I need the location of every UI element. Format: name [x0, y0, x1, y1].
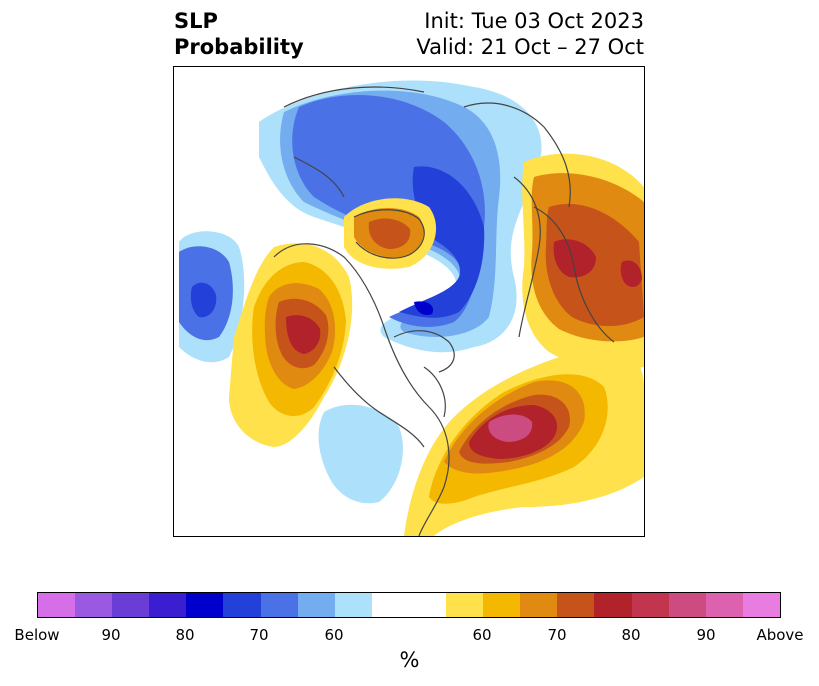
colorbar-swatch	[742, 593, 780, 617]
colorbar-swatch	[668, 593, 706, 617]
colorbar-swatch	[112, 593, 150, 617]
colorbar-swatch	[223, 593, 261, 617]
title-variable: SLP	[174, 9, 218, 33]
colorbar-swatch	[297, 593, 335, 617]
colorbar-tick-label: 60	[324, 626, 344, 644]
contour-above-red	[620, 260, 642, 287]
colorbar-swatch	[38, 593, 76, 617]
coastlines	[273, 86, 615, 536]
contour-above-deep	[545, 203, 644, 326]
colorbar-swatch	[149, 593, 187, 617]
colorbar-swatch	[260, 593, 298, 617]
colorbar-swatch	[371, 593, 447, 617]
colorbar-tick-label: 70	[547, 626, 567, 644]
contour-above-max	[488, 414, 533, 442]
colorbar-swatch	[483, 593, 521, 617]
colorbar-tick-label: 90	[101, 626, 121, 644]
colorbar-tick-label: Below	[14, 626, 60, 644]
colorbar-swatch	[75, 593, 113, 617]
above-normal-europe	[522, 153, 644, 369]
colorbar-swatch	[631, 593, 669, 617]
colorbar-tick-label: 90	[696, 626, 716, 644]
map-dates: Init: Tue 03 Oct 2023 Valid: 21 Oct – 27…	[416, 8, 644, 60]
contour-above-red	[553, 239, 596, 278]
colorbar-swatch	[334, 593, 372, 617]
contour-above-red	[286, 315, 321, 354]
probability-colorbar	[37, 592, 781, 618]
contour-below-max	[414, 301, 434, 315]
colorbar-swatch	[705, 593, 743, 617]
below-normal-us	[318, 404, 403, 504]
colorbar-swatch	[446, 593, 484, 617]
map-canvas	[179, 80, 644, 536]
map-title: SLP Probability	[174, 8, 304, 60]
colorbar-tick-label: 60	[472, 626, 492, 644]
colorbar-tick-label: 80	[621, 626, 641, 644]
valid-range: Valid: 21 Oct – 27 Oct	[416, 35, 644, 59]
probability-map	[173, 66, 645, 537]
colorbar-swatch	[520, 593, 558, 617]
colorbar-tick-label: 70	[249, 626, 269, 644]
contour-above-deep	[368, 218, 411, 249]
below-normal-pacific	[179, 231, 245, 363]
colorbar-tick-label: Above	[756, 626, 804, 644]
above-normal-alaska	[229, 243, 353, 447]
above-normal-atlantic	[404, 346, 644, 536]
colorbar-ticks: Below 90 80 70 60 60 70 80 90 Above	[0, 626, 819, 646]
colorbar-swatch	[557, 593, 595, 617]
colorbar-unit: %	[399, 648, 420, 672]
title-product: Probability	[174, 35, 304, 59]
contour-below-deep	[190, 282, 217, 318]
above-normal-arctic	[344, 198, 437, 269]
colorbar-tick-label: 80	[175, 626, 195, 644]
colorbar-swatch	[186, 593, 224, 617]
contour-below-light	[318, 404, 403, 504]
init-date: Init: Tue 03 Oct 2023	[424, 9, 644, 33]
colorbar-swatch	[594, 593, 632, 617]
